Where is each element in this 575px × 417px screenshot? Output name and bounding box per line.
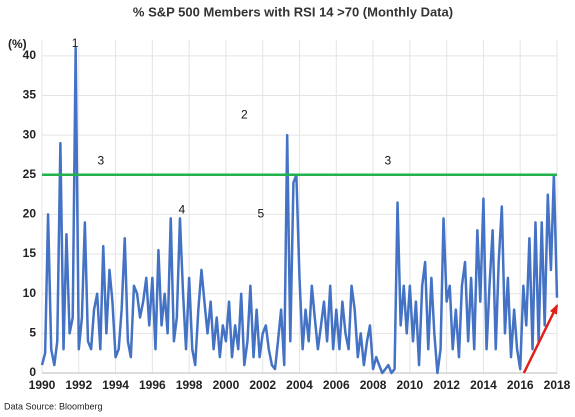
y-tick-label: 0: [29, 365, 36, 379]
x-tick-label: 2010: [397, 378, 424, 392]
x-tick-label: 2004: [286, 378, 313, 392]
x-tick-label: 2008: [360, 378, 387, 392]
y-tick-label: 5: [29, 326, 36, 340]
x-tick-label: 2016: [507, 378, 534, 392]
x-tick-label: 1996: [139, 378, 166, 392]
y-axis-label: (%): [8, 37, 27, 51]
x-tick-label: 1994: [102, 378, 129, 392]
x-tick-label: 2006: [323, 378, 350, 392]
annotation: 5: [258, 207, 265, 221]
annotation: 4: [178, 203, 185, 217]
annotation: 1: [72, 36, 79, 50]
chart-title: % S&P 500 Members with RSI 14 >70 (Month…: [133, 4, 453, 19]
y-tick-label: 10: [23, 286, 37, 300]
y-tick-label: 35: [23, 88, 37, 102]
x-tick-label: 2014: [470, 378, 497, 392]
y-tick-label: 15: [23, 246, 37, 260]
y-tick-label: 20: [23, 207, 37, 221]
trend-arrow: [522, 305, 559, 374]
x-tick-label: 2000: [213, 378, 240, 392]
annotation: 3: [98, 153, 105, 167]
x-tick-label: 2012: [433, 378, 460, 392]
y-tick-label: 25: [23, 167, 37, 181]
x-tick-label: 1990: [29, 378, 56, 392]
x-tick-label: 1998: [176, 378, 203, 392]
data-line: [40, 46, 559, 375]
x-tick-label: 2002: [249, 378, 276, 392]
y-tick-label: 30: [23, 127, 37, 141]
x-tick-label: 1992: [65, 378, 92, 392]
source-note: Data Source: Bloomberg: [4, 401, 103, 411]
annotation: 2: [241, 107, 248, 121]
y-tick-label: 40: [23, 48, 37, 62]
arrow-head: [549, 303, 558, 315]
x-tick-label: 2018: [544, 378, 571, 392]
annotation: 3: [384, 153, 391, 167]
